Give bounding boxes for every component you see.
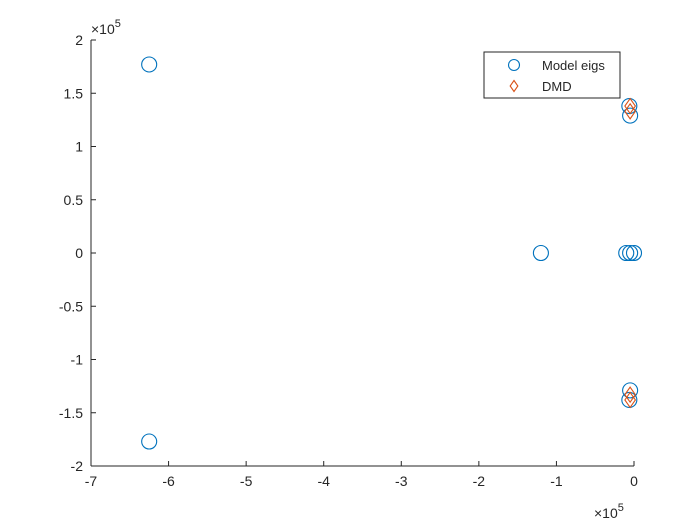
x-tick-label: 0 bbox=[630, 473, 638, 489]
model-eigs-point bbox=[532, 244, 549, 262]
model-eigs-point bbox=[618, 244, 635, 262]
y-tick-label: -0.5 bbox=[59, 298, 83, 314]
data-points bbox=[141, 56, 643, 450]
model-eigs-point bbox=[622, 107, 639, 124]
x-exponent-label: ×105 bbox=[594, 502, 624, 521]
y-tick-label: -2 bbox=[71, 458, 84, 474]
model-eigs-point bbox=[621, 391, 638, 409]
dmd-point bbox=[624, 386, 637, 404]
legend[interactable]: Model eigs DMD bbox=[483, 51, 621, 99]
y-tick-label: 1.5 bbox=[64, 85, 84, 101]
legend-label-model-eigs: Model eigs bbox=[542, 58, 605, 73]
y-tick-label: 0 bbox=[75, 245, 83, 261]
x-tick-label: -5 bbox=[240, 473, 253, 489]
x-tick-label: -1 bbox=[550, 473, 563, 489]
x-tick-label: -3 bbox=[395, 473, 408, 489]
y-exponent-label: ×105 bbox=[91, 18, 121, 37]
x-tick-label: -2 bbox=[473, 473, 486, 489]
legend-label-dmd: DMD bbox=[542, 79, 572, 94]
y-tick-label: -1 bbox=[71, 352, 84, 368]
model-eigs-point bbox=[622, 244, 639, 262]
y-tick-label: -1.5 bbox=[59, 405, 83, 421]
legend-box bbox=[483, 51, 621, 99]
x-tick-label: -4 bbox=[317, 473, 330, 489]
axes: -7 -6 -5 -4 -3 -2 -1 0 -2 -1.5 -1 -0.5 0 0.5 1 1.5 2 ×105… bbox=[59, 18, 638, 521]
legend-marker-model-eigs bbox=[507, 58, 521, 72]
legend-marker-dmd bbox=[509, 79, 519, 93]
y-tick-label: 1 bbox=[75, 139, 83, 155]
dmd-point bbox=[624, 391, 637, 409]
model-eigs-point bbox=[625, 244, 643, 262]
model-eigs-point bbox=[622, 382, 639, 399]
y-tick-label: 0.5 bbox=[64, 192, 84, 208]
model-eigs-point bbox=[141, 433, 158, 450]
y-tick-label: 2 bbox=[75, 32, 83, 48]
x-tick-label: -6 bbox=[162, 473, 175, 489]
dmd-point bbox=[624, 102, 637, 120]
x-tick-label: -7 bbox=[85, 473, 98, 489]
model-eigs-point bbox=[141, 56, 158, 73]
dmd-point bbox=[624, 97, 637, 115]
model-eigs-point bbox=[621, 97, 638, 115]
